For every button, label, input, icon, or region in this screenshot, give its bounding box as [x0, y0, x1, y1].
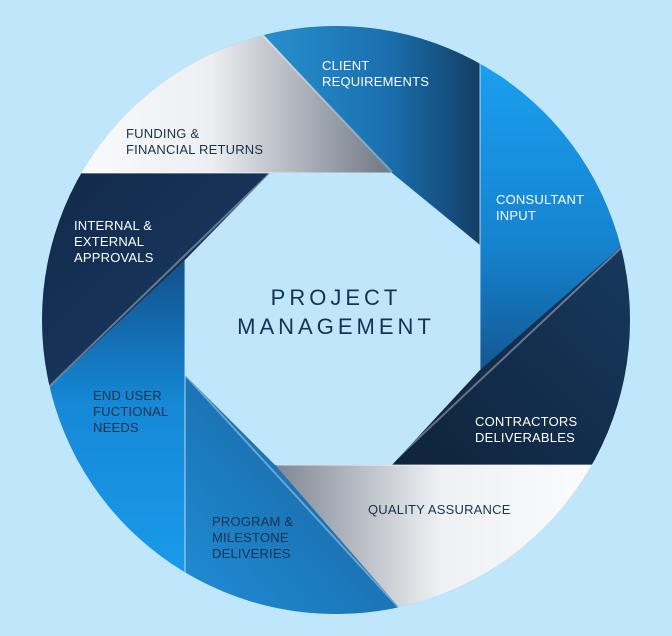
label-end-user-needs: END USER FUCTIONAL NEEDS	[93, 388, 169, 435]
label-funding-returns: FUNDING & FINANCIAL RETURNS	[126, 126, 264, 157]
center-title-line2: MANAGEMENT	[237, 314, 435, 339]
segment-internal-external-approvals	[42, 173, 270, 405]
label-quality-assurance: QUALITY ASSURANCE	[368, 502, 511, 517]
label-client-requirements: CLIENT REQUIREMENTS	[322, 58, 430, 89]
label-program-milestone: PROGRAM & MILESTONE DELIVERIES	[212, 514, 294, 561]
segment-client-requirements	[250, 26, 480, 245]
center-octagon	[185, 173, 480, 465]
label-internal-external-approvals: INTERNAL & EXTERNAL APPROVALS	[74, 218, 154, 265]
label-consultant-input: CONSULTANT INPUT	[496, 192, 585, 223]
label-contractors-deliverables: CONTRACTORS DELIVERABLES	[475, 414, 578, 445]
segment-contractors-deliverables	[390, 230, 630, 465]
segment-program-milestone	[185, 375, 410, 614]
center-title-line1: PROJECT	[270, 285, 402, 310]
